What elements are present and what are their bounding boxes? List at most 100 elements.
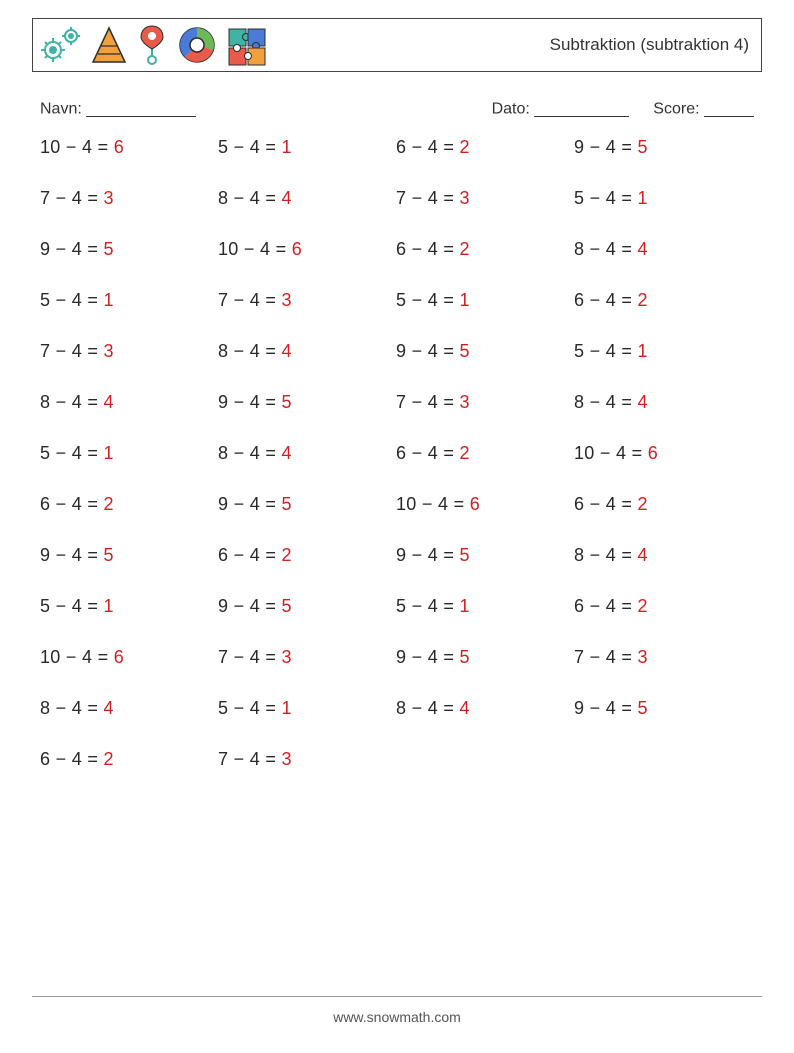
problem-expression: 7 − 4 = [218,749,281,769]
problem-expression: 5 − 4 = [396,290,459,310]
problem-expression: 6 − 4 = [40,749,103,769]
name-blank[interactable] [86,99,196,117]
problem: 7 − 4 = 3 [40,341,208,362]
problem-expression: 6 − 4 = [574,290,637,310]
problem-expression: 5 − 4 = [40,596,103,616]
problem: 7 − 4 = 3 [218,290,386,311]
problem-answer: 1 [637,188,647,208]
problem-answer: 5 [637,698,647,718]
problem: 10 − 4 = 6 [40,137,208,158]
header-box: Subtraktion (subtraktion 4) [32,18,762,72]
meta-row: Navn: Dato: Score: [40,96,754,119]
problem: 9 − 4 = 5 [396,341,564,362]
problem-answer: 5 [637,137,647,157]
problem-expression: 9 − 4 = [218,494,281,514]
problem-answer: 4 [637,545,647,565]
problem-expression: 5 − 4 = [218,698,281,718]
problem: 9 − 4 = 5 [218,494,386,515]
problem-expression: 10 − 4 = [396,494,470,514]
problems-grid: 10 − 4 = 6 5 − 4 = 1 6 − 4 = 2 9 − 4 = 5 7 −… [40,137,762,770]
problem-expression: 7 − 4 = [574,647,637,667]
problem-expression: 5 − 4 = [574,341,637,361]
problem-expression: 5 − 4 = [40,290,103,310]
problem: 8 − 4 = 4 [218,188,386,209]
problem: 10 − 4 = 6 [574,443,742,464]
problem-answer: 6 [470,494,480,514]
problem-answer: 6 [114,647,124,667]
problem: 7 − 4 = 3 [574,647,742,668]
problem-answer: 3 [637,647,647,667]
donut-chart-icon [175,23,219,67]
problem: 9 − 4 = 5 [574,137,742,158]
problem: 6 − 4 = 2 [40,494,208,515]
problem: 5 − 4 = 1 [396,596,564,617]
problem-answer: 5 [459,545,469,565]
problem-answer: 1 [459,596,469,616]
problem-expression: 6 − 4 = [396,239,459,259]
problem-answer: 3 [103,188,113,208]
problem-expression: 9 − 4 = [574,137,637,157]
problem: 6 − 4 = 2 [218,545,386,566]
problem-answer: 2 [103,494,113,514]
problem: 9 − 4 = 5 [396,647,564,668]
problem: 9 − 4 = 5 [218,596,386,617]
problem-answer: 3 [103,341,113,361]
problem-expression: 6 − 4 = [396,443,459,463]
problem-answer: 3 [459,188,469,208]
problem-expression: 9 − 4 = [40,545,103,565]
problem-answer: 2 [459,137,469,157]
problem-answer: 2 [637,494,647,514]
problem-expression: 7 − 4 = [218,290,281,310]
problem-expression: 9 − 4 = [396,647,459,667]
problem-answer: 2 [637,596,647,616]
problem: 8 − 4 = 4 [396,698,564,719]
problem-answer: 5 [281,494,291,514]
problem-expression: 5 − 4 = [40,443,103,463]
problem-expression: 8 − 4 = [218,443,281,463]
problem-expression: 9 − 4 = [574,698,637,718]
problem-answer: 5 [103,545,113,565]
problem-answer: 4 [459,698,469,718]
problem: 8 − 4 = 4 [218,443,386,464]
problem-answer: 6 [114,137,124,157]
problem-answer: 5 [459,341,469,361]
problem-expression: 7 − 4 = [40,341,103,361]
problem-answer: 5 [281,392,291,412]
date-blank[interactable] [534,99,629,117]
problem: 5 − 4 = 1 [574,341,742,362]
gears-icon [39,24,83,66]
problem-answer: 1 [103,443,113,463]
triangle-icon [89,24,129,66]
problem-answer: 4 [637,239,647,259]
problem-expression: 10 − 4 = [574,443,648,463]
problem-expression: 5 − 4 = [396,596,459,616]
problem: 8 − 4 = 4 [574,392,742,413]
problem: 9 − 4 = 5 [40,239,208,260]
problem-answer: 3 [281,749,291,769]
problem: 5 − 4 = 1 [574,188,742,209]
meta-right: Dato: Score: [492,96,754,119]
problem-expression: 8 − 4 = [40,698,103,718]
puzzle-icon [225,23,271,67]
header-icon-strip [39,23,271,67]
problem-answer: 6 [292,239,302,259]
problem-expression: 8 − 4 = [396,698,459,718]
problem-answer: 1 [103,290,113,310]
problem-expression: 9 − 4 = [396,341,459,361]
name-field: Navn: [40,96,196,119]
problem-expression: 7 − 4 = [396,188,459,208]
problem: 6 − 4 = 2 [396,137,564,158]
problem-answer: 4 [637,392,647,412]
problem: 8 − 4 = 4 [218,341,386,362]
problem-answer: 4 [281,341,291,361]
problem: 5 − 4 = 1 [396,290,564,311]
problem-answer: 5 [103,239,113,259]
score-blank[interactable] [704,99,754,117]
problem-expression: 6 − 4 = [574,596,637,616]
problem: 6 − 4 = 2 [40,749,208,770]
problem: 6 − 4 = 2 [396,239,564,260]
problem: 7 − 4 = 3 [396,392,564,413]
problem: 10 − 4 = 6 [396,494,564,515]
problem-expression: 7 − 4 = [396,392,459,412]
worksheet-page: Subtraktion (subtraktion 4) Navn: Dato: … [0,0,794,770]
